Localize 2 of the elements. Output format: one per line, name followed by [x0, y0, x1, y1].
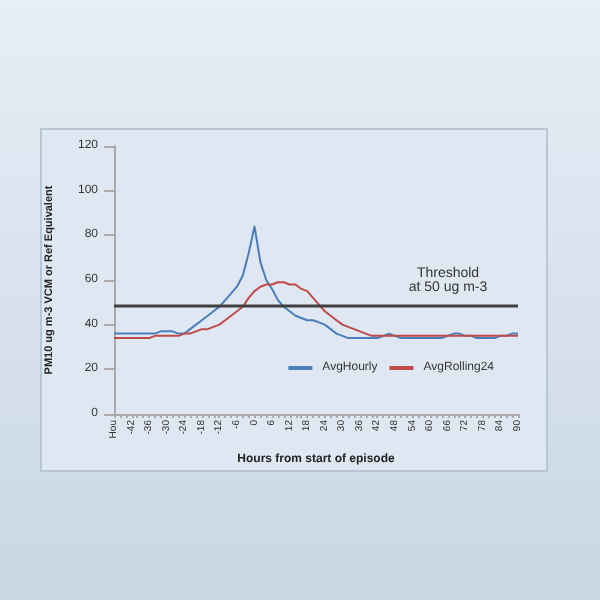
line-series: [113, 281, 519, 340]
line-series: [113, 225, 519, 340]
